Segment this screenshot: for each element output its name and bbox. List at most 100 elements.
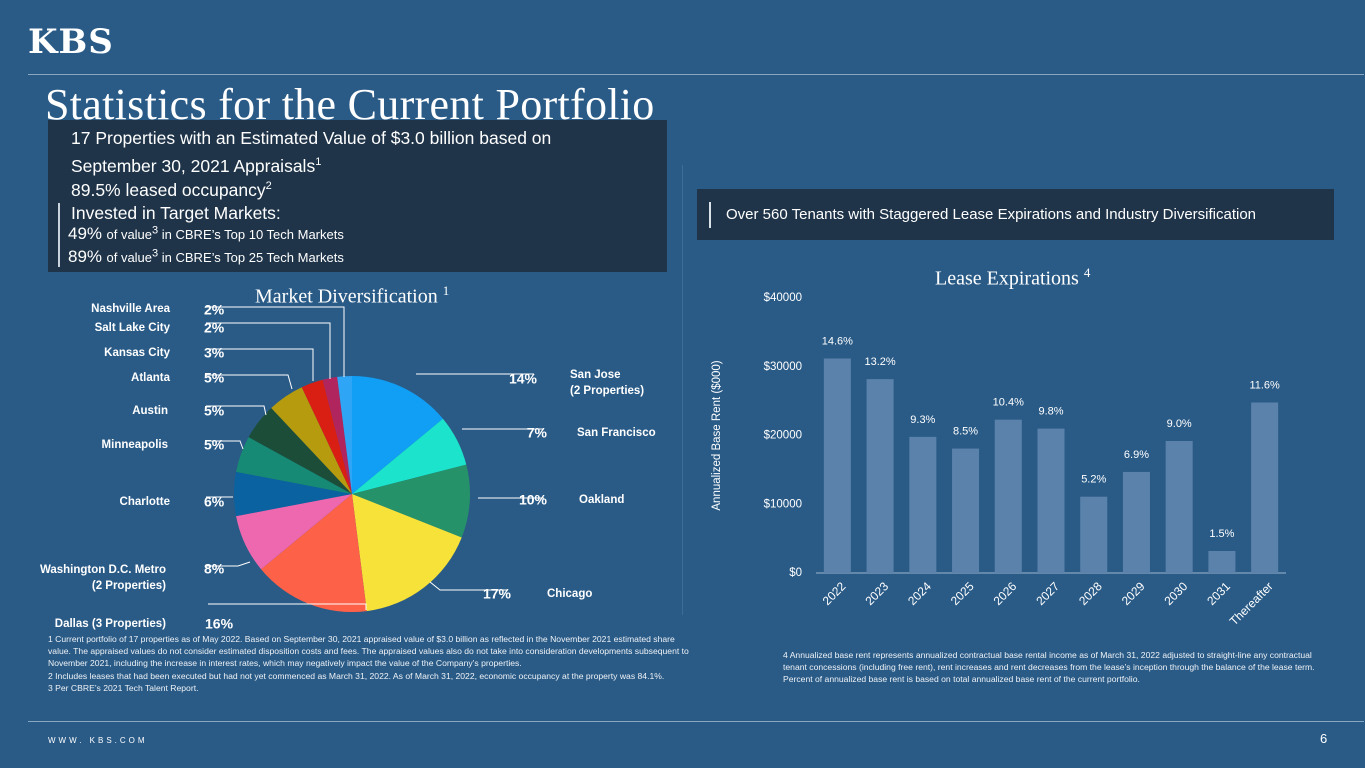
y-tick-label: $0 bbox=[789, 567, 802, 579]
pie-label-nashville-area: Nashville Area bbox=[91, 303, 170, 315]
x-tick-label: 2030 bbox=[1162, 579, 1191, 608]
y-tick-label: $30000 bbox=[764, 361, 802, 373]
x-tick-label: 2031 bbox=[1204, 579, 1233, 608]
summary-line-occupancy: 89.5% leased occupancy2 bbox=[71, 175, 272, 202]
x-tick-label: 2022 bbox=[820, 579, 849, 608]
footnote-4: 4 Annualized base rent represents annual… bbox=[783, 650, 1315, 685]
pie-pct-salt-lake-city: 2% bbox=[204, 320, 225, 336]
footnote-3: 3 Per CBRE’s 2021 Tech Talent Report. bbox=[48, 682, 199, 693]
pie-slice-salt-lake-city bbox=[322, 376, 352, 494]
top10-pct: 49% bbox=[68, 224, 103, 243]
bar-data-label: 11.6% bbox=[1249, 380, 1280, 392]
bar-data-label: 1.5% bbox=[1209, 528, 1234, 540]
pie-slice-chicago bbox=[352, 494, 462, 612]
bar-thereafter bbox=[1251, 402, 1279, 573]
bar-2030 bbox=[1165, 441, 1193, 573]
pie-pct-minneapolis: 5% bbox=[204, 437, 225, 453]
pie-pct-san-francisco: 7% bbox=[527, 425, 548, 441]
pie-slice-minneapolis bbox=[236, 437, 352, 494]
tenant-banner-text: Over 560 Tenants with Staggered Lease Ex… bbox=[726, 206, 1257, 223]
pie-label-minneapolis: Minneapolis bbox=[102, 439, 168, 451]
leader-line-minneapolis bbox=[206, 440, 244, 450]
invested-label: Invested in Target Markets: bbox=[71, 203, 281, 223]
pie-label-salt-lake-city: Salt Lake City bbox=[95, 322, 171, 334]
leader-line-salt-lake-city bbox=[206, 322, 331, 379]
bar-2026 bbox=[994, 419, 1022, 573]
pie-label-chicago: Chicago bbox=[547, 588, 592, 600]
appraisals-text: September 30, 2021 Appraisals bbox=[71, 155, 316, 176]
footnote-1: 1 Current portfolio of 17 properties as … bbox=[48, 634, 689, 669]
summary-line-appraisals: September 30, 2021 Appraisals1 bbox=[71, 151, 321, 178]
pie-label-oakland: Oakland bbox=[579, 494, 624, 506]
leader-line-dallas-3-properties bbox=[208, 603, 367, 610]
bar-data-label: 5.2% bbox=[1081, 474, 1106, 486]
pie-slice-washington-d-c-metro bbox=[236, 494, 352, 570]
pie-label-washington-d-c-metro: Washington D.C. Metro bbox=[40, 564, 166, 576]
bar-2029 bbox=[1122, 471, 1150, 573]
bar-data-label: 13.2% bbox=[864, 356, 895, 368]
market-diversification-pie-chart: 14% San Jose (2 Properties) 7% San Francisco… bbox=[40, 302, 656, 632]
pie-label-austin: Austin bbox=[132, 405, 168, 417]
leader-line-kansas-city bbox=[206, 348, 314, 381]
pie-label-atlanta: Atlanta bbox=[131, 372, 171, 384]
y-tick-label: $20000 bbox=[764, 430, 802, 442]
x-tick-label: 2027 bbox=[1033, 579, 1062, 608]
pie-pct-dallas-3-properties: 16% bbox=[205, 616, 234, 632]
bar-2028 bbox=[1080, 496, 1108, 573]
pie-pct-washington-d-c-metro: 8% bbox=[204, 561, 225, 577]
bar-2023 bbox=[866, 379, 894, 573]
occupancy-text: 89.5% leased occupancy bbox=[71, 179, 266, 200]
tenant-banner: Over 560 Tenants with Staggered Lease Ex… bbox=[697, 189, 1334, 240]
pie-slice-san-jose bbox=[352, 376, 443, 494]
pie-slice-san-francisco bbox=[352, 418, 467, 494]
footnotes-left: 1 Current portfolio of 17 properties as … bbox=[48, 633, 698, 694]
pie-slice-oakland bbox=[352, 464, 470, 538]
footnote-ref-2: 2 bbox=[265, 180, 272, 192]
top25-text: of value3 in CBRE’s Top 25 Tech Markets bbox=[106, 247, 344, 265]
pie-slice-dallas-3-properties bbox=[261, 494, 367, 612]
pie-slice-charlotte bbox=[233, 471, 352, 517]
pie-pct-austin: 5% bbox=[204, 403, 225, 419]
top10-text: of value3 in CBRE’s Top 10 Tech Markets bbox=[106, 224, 344, 242]
summary-line-properties: 17 Properties with an Estimated Value of… bbox=[71, 128, 552, 148]
pie-label-kansas-city: Kansas City bbox=[104, 347, 170, 359]
y-tick-label: $40000 bbox=[764, 292, 802, 304]
footnote-2: 2 Includes leases that had been executed… bbox=[48, 670, 665, 681]
bar-2022 bbox=[823, 358, 851, 573]
header-divider bbox=[28, 74, 1364, 75]
leader-line-nashville-area bbox=[206, 306, 345, 377]
x-tick-label: 2026 bbox=[991, 579, 1020, 608]
pie-label-dallas-3-properties: Dallas (3 Properties) bbox=[55, 618, 166, 630]
pie-pct-atlanta: 5% bbox=[204, 370, 225, 386]
x-tick-label: 2028 bbox=[1076, 579, 1105, 608]
leader-line-atlanta bbox=[206, 374, 293, 390]
pie-slice-nashville-area bbox=[337, 376, 352, 494]
lease-expirations-bar-chart: $0 $10000 $20000 $30000 $40000 Annualized Bas… bbox=[711, 292, 1286, 628]
bar-data-label: 9.0% bbox=[1167, 418, 1192, 430]
column-divider bbox=[682, 165, 683, 615]
leader-line-washington-d-c-metro bbox=[206, 561, 251, 567]
bar-data-label: 10.4% bbox=[993, 397, 1024, 409]
portfolio-summary-box: 17 Properties with an Estimated Value of… bbox=[48, 120, 667, 272]
y-axis-label: Annualized Base Rent ($000) bbox=[711, 360, 723, 510]
leader-line-chicago bbox=[429, 581, 508, 591]
bar-2027 bbox=[1037, 428, 1065, 573]
pie-label-san-jose: San Jose bbox=[570, 369, 621, 381]
tenant-accent-bar bbox=[709, 202, 711, 228]
bar-data-label: 14.6% bbox=[822, 336, 853, 348]
market-diversification-title: Market Diversification 1 bbox=[255, 283, 450, 308]
kbs-logo: KBS bbox=[28, 22, 114, 62]
website-url[interactable]: WWW. KBS.COM bbox=[48, 736, 148, 745]
bar-2024 bbox=[909, 436, 937, 573]
pie-sublabel-san-jose: (2 Properties) bbox=[570, 385, 644, 397]
pie-pct-oakland: 10% bbox=[519, 492, 548, 508]
bar-data-label: 9.3% bbox=[910, 414, 935, 426]
bar-2031 bbox=[1208, 551, 1236, 573]
pie-label-san-francisco: San Francisco bbox=[577, 427, 656, 439]
bar-2025 bbox=[952, 448, 980, 573]
pie-slice-atlanta bbox=[271, 387, 352, 494]
pie-pct-san-jose: 14% bbox=[509, 371, 538, 387]
leader-line-austin bbox=[206, 405, 267, 416]
top25-stat: 89% of value3 in CBRE’s Top 25 Tech Mark… bbox=[68, 247, 344, 267]
x-tick-label: Thereafter bbox=[1227, 579, 1276, 628]
